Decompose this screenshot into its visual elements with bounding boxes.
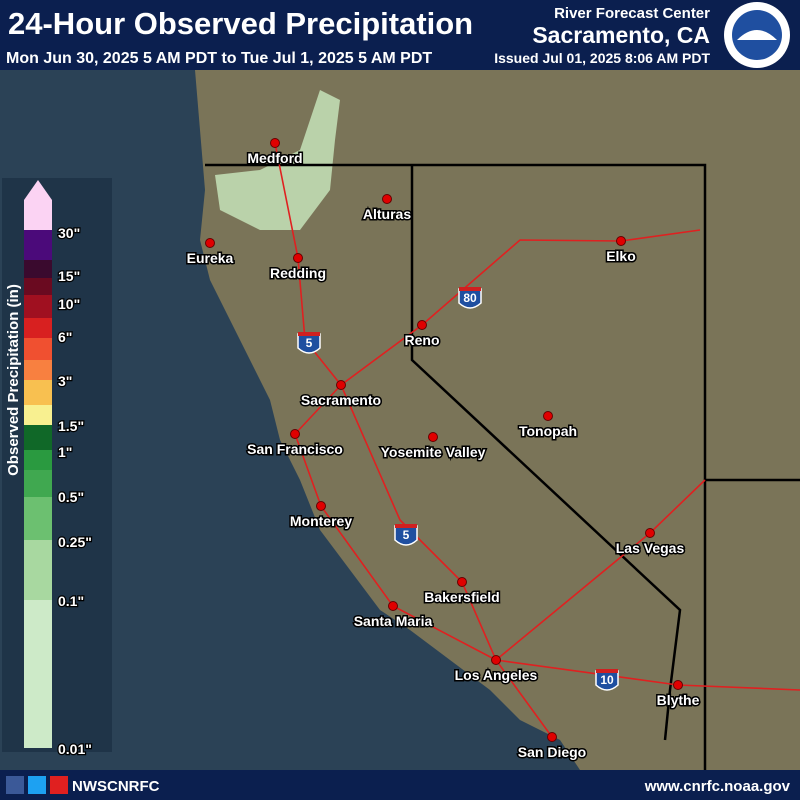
city-dot bbox=[270, 138, 280, 148]
legend-label: 3" bbox=[58, 373, 72, 389]
shield bbox=[458, 288, 482, 309]
city-label: Eureka bbox=[187, 250, 234, 266]
youtube-icon[interactable] bbox=[50, 776, 68, 794]
legend-band bbox=[24, 318, 52, 338]
facebook-icon[interactable] bbox=[6, 776, 24, 794]
city-label: Tonopah bbox=[519, 423, 577, 439]
city-dot bbox=[673, 680, 683, 690]
shield bbox=[595, 670, 619, 691]
city-label: Redding bbox=[270, 265, 326, 281]
twitter-icon[interactable] bbox=[28, 776, 46, 794]
city-label: Reno bbox=[405, 332, 440, 348]
legend-box bbox=[2, 178, 112, 752]
legend-band bbox=[24, 260, 52, 278]
legend-band bbox=[24, 497, 52, 540]
city-label: Monterey bbox=[290, 513, 352, 529]
shield-number: 5 bbox=[403, 528, 410, 542]
city-label: Medford bbox=[247, 150, 302, 166]
office: Sacramento, CA bbox=[532, 22, 710, 48]
city-dot bbox=[457, 577, 467, 587]
city-label: Elko bbox=[606, 248, 636, 264]
legend-label: 6" bbox=[58, 329, 72, 345]
shield bbox=[394, 525, 418, 546]
legend-band bbox=[24, 360, 52, 380]
city-dot bbox=[290, 429, 300, 439]
url[interactable]: www.cnrfc.noaa.gov bbox=[644, 778, 791, 795]
footer-bar bbox=[0, 770, 800, 800]
social-handle[interactable]: NWSCNRFC bbox=[72, 778, 160, 795]
issued: Issued Jul 01, 2025 8:06 AM PDT bbox=[494, 50, 710, 66]
city-label: Blythe bbox=[657, 692, 700, 708]
legend-band bbox=[24, 425, 52, 450]
city-dot bbox=[293, 253, 303, 263]
city-dot bbox=[316, 501, 326, 511]
legend-band bbox=[24, 380, 52, 405]
legend-label: 10" bbox=[58, 296, 80, 312]
interstates: 80 5 5 10 bbox=[297, 287, 619, 691]
center: River Forecast Center bbox=[554, 5, 710, 22]
legend-band bbox=[24, 200, 52, 230]
city-dot bbox=[417, 320, 427, 330]
city-label: Los Angeles bbox=[455, 667, 538, 683]
shield-number: 10 bbox=[600, 673, 614, 687]
city-dot bbox=[428, 432, 438, 442]
state-borders bbox=[205, 163, 800, 770]
legend-band bbox=[24, 338, 52, 360]
city-dot bbox=[388, 601, 398, 611]
city-label: San Diego bbox=[518, 744, 586, 760]
city-label: Bakersfield bbox=[424, 589, 499, 605]
legend-band bbox=[24, 600, 52, 748]
legend-band bbox=[24, 278, 52, 295]
city-label: Alturas bbox=[363, 206, 411, 222]
city-dot bbox=[205, 238, 215, 248]
city-label: Yosemite Valley bbox=[381, 444, 486, 460]
legend-label: 0.25" bbox=[58, 534, 92, 550]
shield-number: 5 bbox=[306, 336, 313, 350]
city-dot bbox=[645, 528, 655, 538]
shield-top bbox=[298, 332, 320, 336]
shield-top bbox=[596, 669, 618, 673]
legend-label: 30" bbox=[58, 225, 80, 241]
legend-label: 15" bbox=[58, 268, 80, 284]
legend-band bbox=[24, 230, 52, 260]
title: 24-Hour Observed Precipitation bbox=[8, 6, 473, 41]
legend-label: 0.01" bbox=[58, 741, 92, 757]
legend-band bbox=[24, 405, 52, 425]
header-bar bbox=[0, 0, 800, 70]
city-dot bbox=[616, 236, 626, 246]
land bbox=[195, 70, 800, 770]
legend-title: Observed Precipitation (in) bbox=[5, 284, 22, 476]
legend-label: 0.5" bbox=[58, 489, 84, 505]
legend-band bbox=[24, 450, 52, 470]
legend: 30" 15" 10" 6" 3" 1.5" 1" 0.5" 0.25" 0.1" 0.01" bbox=[24, 180, 93, 758]
legend-arrow bbox=[24, 180, 52, 200]
shield-top bbox=[395, 524, 417, 528]
shield-number: 80 bbox=[463, 291, 477, 305]
city-dot bbox=[491, 655, 501, 665]
precip-area bbox=[215, 90, 340, 230]
legend-band bbox=[24, 470, 52, 497]
period: Mon Jun 30, 2025 5 AM PDT to Tue Jul 1, … bbox=[6, 50, 432, 67]
city-dot bbox=[382, 194, 392, 204]
city-dot bbox=[336, 380, 346, 390]
city-dot bbox=[543, 411, 553, 421]
legend-label: 1.5" bbox=[58, 418, 84, 434]
city-label: Las Vegas bbox=[616, 540, 685, 556]
legend-label: 0.1" bbox=[58, 593, 84, 609]
cities: Medford Alturas Eureka Redding Reno Elko Sacra… bbox=[185, 138, 701, 762]
shield-top bbox=[459, 287, 481, 291]
legend-label: 1" bbox=[58, 444, 72, 460]
legend-band bbox=[24, 295, 52, 318]
city-dot bbox=[547, 732, 557, 742]
nws-logo bbox=[724, 2, 790, 68]
city-label: Sacramento bbox=[301, 392, 381, 408]
shield bbox=[297, 333, 321, 354]
city-label: San Francisco bbox=[247, 441, 343, 457]
legend-band bbox=[24, 540, 52, 600]
city-label: Santa Maria bbox=[354, 613, 433, 629]
